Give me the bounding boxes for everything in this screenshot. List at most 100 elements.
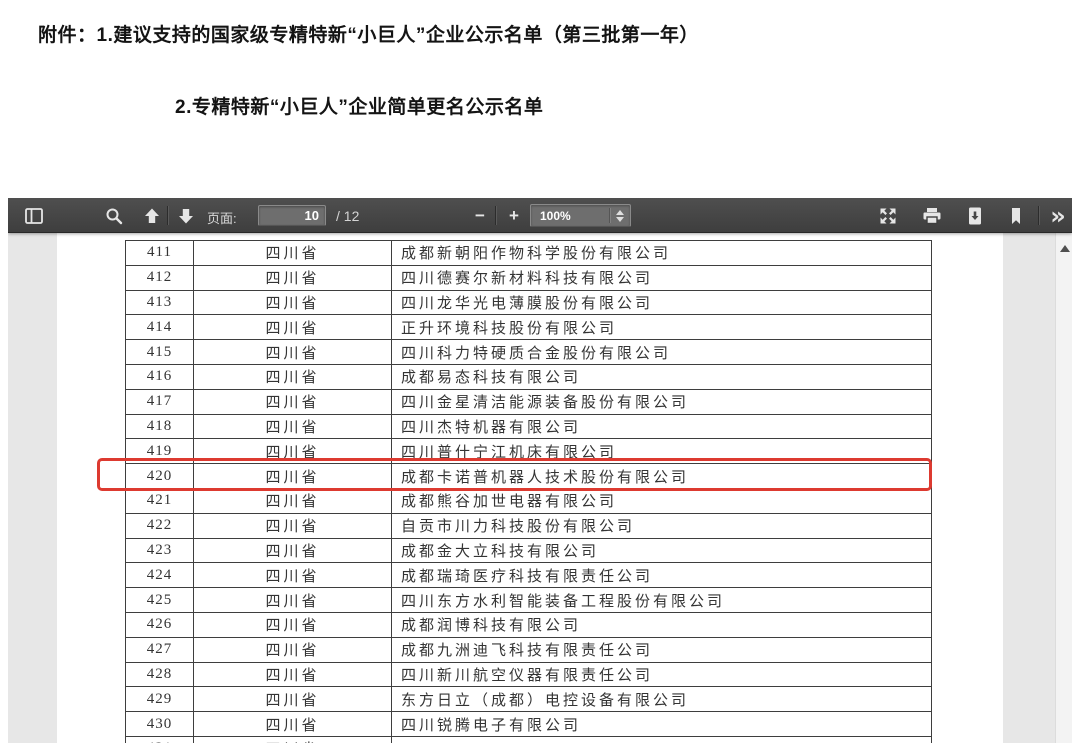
- row-number-cell: 424: [126, 563, 194, 588]
- printer-icon: [923, 207, 941, 224]
- table-row: 424 四川省 成都瑞琦医疗科技有限责任公司: [126, 563, 931, 589]
- province-cell: 四川省: [194, 315, 392, 340]
- row-number-cell: 414: [126, 315, 194, 340]
- table-row: 430 四川省 四川锐腾电子有限公司: [126, 712, 931, 737]
- row-number-cell: 418: [126, 414, 194, 439]
- row-number-cell: 417: [126, 389, 194, 414]
- company-name-cell: 成都九洲迪飞科技有限责任公司: [401, 643, 654, 660]
- row-number-cell: 427: [126, 637, 194, 662]
- next-page-button[interactable]: [174, 204, 198, 227]
- company-name-cell: 成都润博科技有限公司: [401, 618, 582, 635]
- province-cell: 四川省: [194, 662, 392, 687]
- more-tools-button[interactable]: »: [1046, 201, 1070, 230]
- province-cell: 四川省: [194, 513, 392, 538]
- table-row: 419 四川省 四川普什宁江机床有限公司: [126, 439, 931, 465]
- row-number-cell: 428: [126, 662, 194, 687]
- company-name-cell: 四川普什宁江机床有限公司: [401, 444, 618, 461]
- table-row: 412 四川省 四川德赛尔新材料科技有限公司: [126, 265, 931, 291]
- print-button[interactable]: [920, 204, 944, 227]
- company-name-cell: [392, 737, 931, 743]
- province-cell: 四川省: [194, 588, 392, 612]
- sidebar-toggle-icon: [25, 207, 43, 224]
- company-name-cell: 四川龙华光电薄膜股份有限公司: [401, 295, 654, 312]
- province-cell: 四川省: [194, 538, 392, 563]
- table-row-partial: 431 四川省: [126, 736, 931, 743]
- toolbar-divider: [495, 206, 496, 225]
- province-cell: 四川省: [194, 712, 392, 736]
- province-cell: 四川省: [194, 736, 392, 743]
- table-row: 413 四川省 四川龙华光电薄膜股份有限公司: [126, 290, 931, 316]
- row-number-cell: 416: [126, 364, 194, 389]
- pdf-toolbar: 页面: / 12 − + 100%: [8, 198, 1072, 233]
- province-cell: 四川省: [194, 241, 392, 265]
- attachment-heading-1: 附件：1.建议支持的国家级专精特新“小巨人”企业公示名单（第三批第一年）: [38, 25, 699, 46]
- row-number-cell: 422: [126, 513, 194, 538]
- table-row: 429 四川省 东方日立（成都）电控设备有限公司: [126, 687, 931, 713]
- minus-icon: −: [475, 206, 485, 225]
- company-name-cell: 四川杰特机器有限公司: [401, 419, 582, 436]
- scroll-up-arrow-icon[interactable]: [1060, 245, 1070, 252]
- table-row: 417 四川省 四川金星清洁能源装备股份有限公司: [126, 389, 931, 415]
- attachment-heading-2: 2.专精特新“小巨人”企业简单更名公示名单: [175, 97, 544, 118]
- company-name-cell: 成都熊谷加世电器有限公司: [401, 494, 618, 511]
- arrow-down-icon: [179, 208, 193, 223]
- zoom-level-value: 100%: [540, 208, 571, 223]
- company-name-cell: 东方日立（成都）电控设备有限公司: [401, 692, 690, 709]
- fullscreen-expand-icon: [880, 208, 896, 223]
- previous-page-button[interactable]: [140, 204, 164, 227]
- row-number-cell: 411: [126, 241, 194, 265]
- toolbar-divider: [167, 206, 168, 225]
- double-chevron-right-icon: »: [1050, 201, 1066, 230]
- company-name-cell: 成都瑞琦医疗科技有限责任公司: [401, 568, 654, 585]
- province-cell: 四川省: [194, 364, 392, 389]
- province-cell: 四川省: [194, 612, 392, 637]
- row-number-cell: 426: [126, 612, 194, 637]
- table-row: 422 四川省 自贡市川力科技股份有限公司: [126, 513, 931, 539]
- company-name-cell: 成都新朝阳作物科学股份有限公司: [401, 246, 672, 263]
- province-cell: 四川省: [194, 340, 392, 364]
- sidebar-toggle-button[interactable]: [22, 204, 46, 227]
- table-row: 425 四川省 四川东方水利智能装备工程股份有限公司: [126, 588, 931, 613]
- company-name-cell: 正升环境科技股份有限公司: [401, 320, 618, 337]
- page-number-input[interactable]: [258, 205, 326, 226]
- table-row: 423 四川省 成都金大立科技有限公司: [126, 538, 931, 564]
- province-cell: 四川省: [194, 464, 392, 488]
- download-button[interactable]: [963, 204, 987, 227]
- zoom-out-button[interactable]: −: [468, 204, 492, 227]
- dropdown-carets-icon: [610, 209, 630, 222]
- arrow-up-icon: [145, 208, 159, 223]
- row-number-cell: 413: [126, 290, 194, 315]
- page-total-label: / 12: [336, 208, 360, 224]
- company-name-cell: 成都金大立科技有限公司: [401, 543, 600, 560]
- province-cell: 四川省: [194, 439, 392, 464]
- vertical-scrollbar[interactable]: [1055, 233, 1072, 743]
- company-name-cell: 四川金星清洁能源装备股份有限公司: [401, 395, 690, 412]
- province-cell: 四川省: [194, 563, 392, 588]
- search-button[interactable]: [102, 204, 126, 227]
- company-name-cell: 成都易态科技有限公司: [401, 370, 582, 387]
- table-row: 420 四川省 成都卡诺普机器人技术股份有限公司: [126, 464, 931, 489]
- province-cell: 四川省: [194, 488, 392, 513]
- row-number-cell: 423: [126, 538, 194, 563]
- zoom-in-button[interactable]: +: [502, 204, 526, 227]
- row-number-cell: 419: [126, 439, 194, 464]
- zoom-level-select[interactable]: 100%: [530, 204, 631, 227]
- row-number-cell: 415: [126, 340, 194, 364]
- row-number-cell: 421: [126, 488, 194, 513]
- company-name-cell: 成都卡诺普机器人技术股份有限公司: [401, 469, 690, 486]
- province-cell: 四川省: [194, 687, 392, 712]
- row-number-cell: 412: [126, 265, 194, 290]
- province-cell: 四川省: [194, 290, 392, 315]
- download-icon: [969, 207, 981, 224]
- presentation-mode-button[interactable]: [876, 204, 900, 227]
- plus-icon: +: [509, 206, 519, 225]
- company-name-cell: 四川新川航空仪器有限责任公司: [401, 667, 654, 684]
- row-number-cell: 429: [126, 687, 194, 712]
- table-row: 427 四川省 成都九洲迪飞科技有限责任公司: [126, 637, 931, 663]
- bookmark-icon: [1012, 207, 1020, 224]
- bookmark-button[interactable]: [1004, 204, 1028, 227]
- province-cell: 四川省: [194, 637, 392, 662]
- company-table: 411 四川省 成都新朝阳作物科学股份有限公司 412 四川省 四川德赛尔新材料…: [125, 240, 932, 743]
- company-name-cell: 四川锐腾电子有限公司: [401, 717, 582, 734]
